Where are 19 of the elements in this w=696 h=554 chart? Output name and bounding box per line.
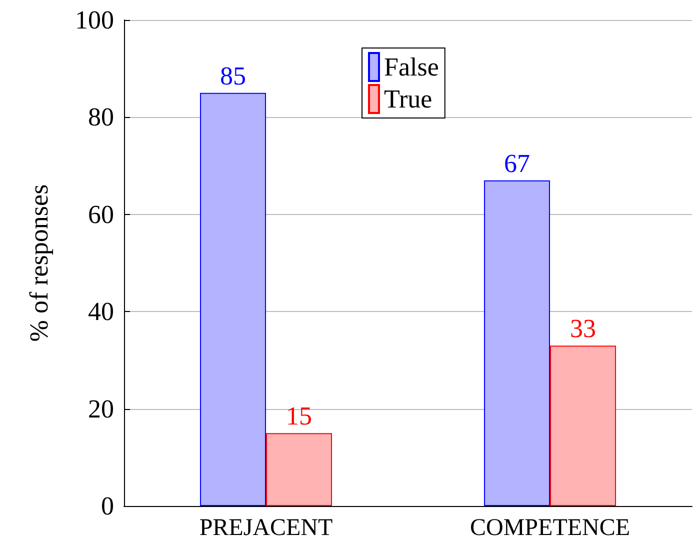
y-tick-label: 20: [88, 394, 114, 424]
legend-label: False: [384, 52, 439, 82]
data-label: 67: [504, 148, 530, 178]
y-tick-label: 80: [88, 102, 114, 132]
y-axis-title: % of responses: [24, 184, 54, 342]
x-tick-label: PREJACENT: [199, 515, 334, 541]
y-tick-label: 40: [88, 297, 114, 326]
bar: [484, 180, 550, 506]
data-label: 15: [286, 402, 312, 431]
x-tick-label: COMPETENCE: [470, 515, 630, 541]
data-label: 85: [220, 61, 246, 90]
y-tick-label: 60: [88, 200, 114, 229]
legend-label: True: [384, 84, 432, 114]
y-tick-label: 0: [101, 492, 114, 520]
y-tick-label: 100: [75, 6, 114, 34]
bar: [550, 346, 616, 506]
data-label: 33: [570, 314, 596, 344]
bar: [266, 433, 332, 506]
bar: [200, 92, 266, 506]
